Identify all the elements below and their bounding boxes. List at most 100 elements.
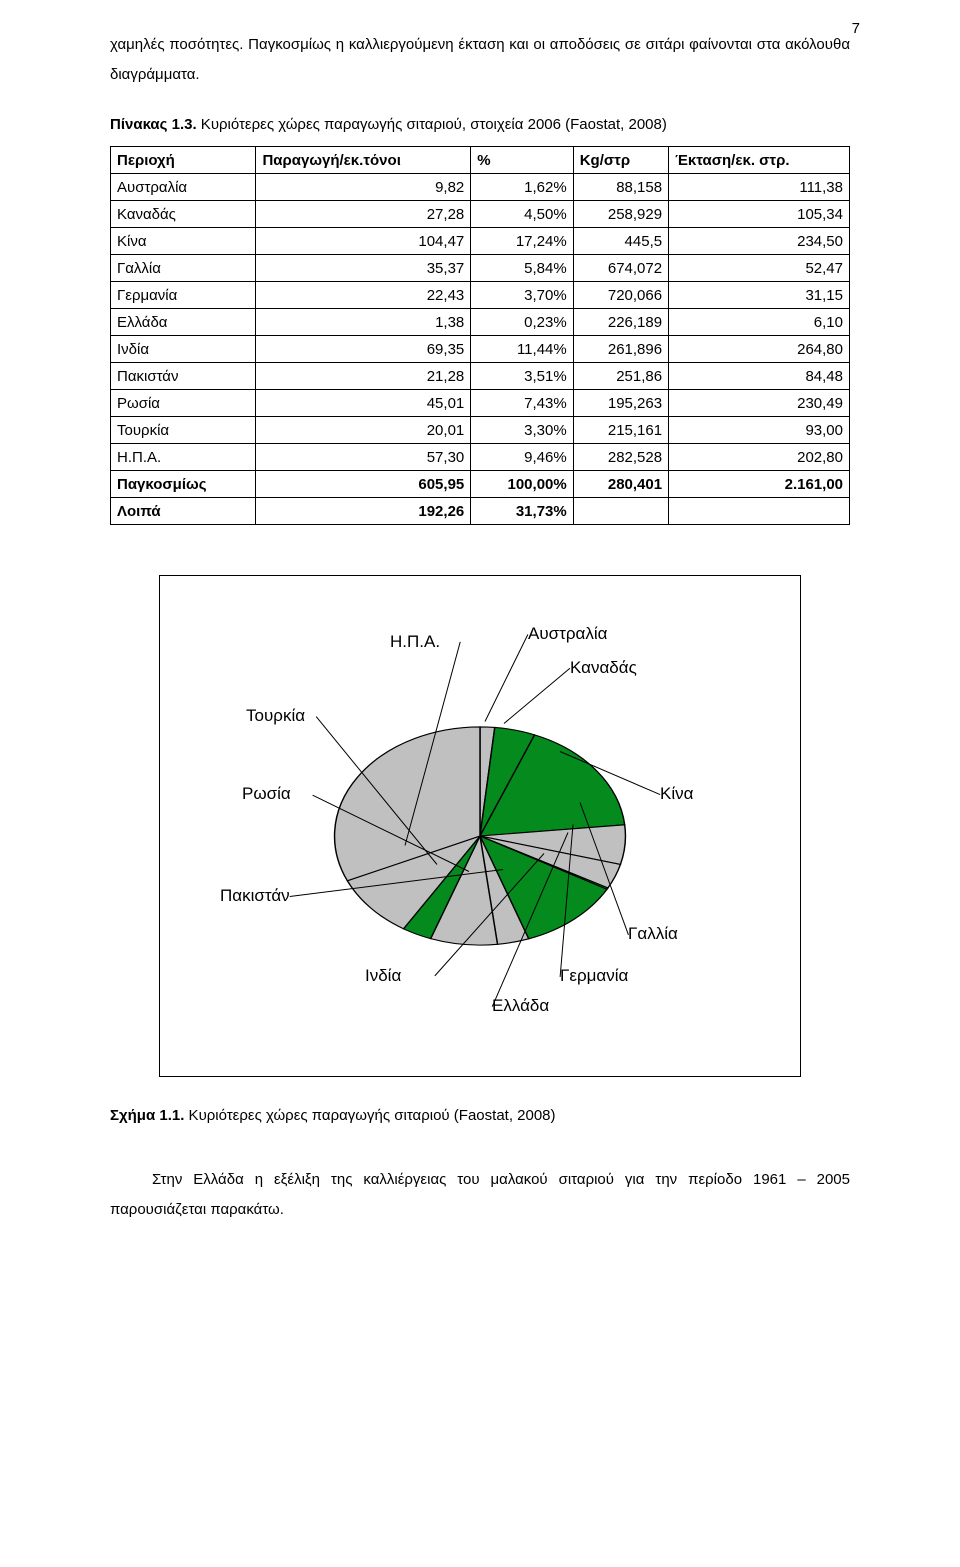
pie-label: Ελλάδα [492, 996, 549, 1016]
closing-paragraph: Στην Ελλάδα η εξέλιξη της καλλιέργειας τ… [110, 1165, 850, 1225]
table-row: Ρωσία45,017,43%195,263230,49 [111, 390, 850, 417]
table-cell: 3,51% [471, 363, 573, 390]
table-row: Λοιπά192,2631,73% [111, 498, 850, 525]
table-row: Πακιστάν21,283,51%251,8684,48 [111, 363, 850, 390]
table-cell: 234,50 [669, 228, 850, 255]
table-cell: 264,80 [669, 336, 850, 363]
table-row: Ινδία69,3511,44%261,896264,80 [111, 336, 850, 363]
table-row: Γαλλία35,375,84%674,07252,47 [111, 255, 850, 282]
col-4: Έκταση/εκ. στρ. [669, 147, 850, 174]
table-cell: Γαλλία [111, 255, 256, 282]
table-cell: 111,38 [669, 174, 850, 201]
table-cell: 674,072 [573, 255, 668, 282]
pie-label: Γαλλία [628, 924, 678, 944]
table-cell: 0,23% [471, 309, 573, 336]
figure-caption-rest: Κυριότερες χώρες παραγωγής σιταριού (Fao… [184, 1107, 555, 1124]
table-title: Πίνακας 1.3. Κυριότερες χώρες παραγωγής … [110, 110, 850, 140]
table-cell: 57,30 [256, 444, 471, 471]
table-cell: Πακιστάν [111, 363, 256, 390]
table-cell: 251,86 [573, 363, 668, 390]
col-0: Περιοχή [111, 147, 256, 174]
table-cell: 280,401 [573, 471, 668, 498]
table-cell: 88,158 [573, 174, 668, 201]
table-cell: 35,37 [256, 255, 471, 282]
table-cell: Ινδία [111, 336, 256, 363]
pie-label: Γερμανία [560, 966, 628, 986]
pie-label: Τουρκία [246, 706, 305, 726]
table-cell: Καναδάς [111, 201, 256, 228]
pie-chart-box: Η.Π.Α. Αυστραλία Καναδάς Τουρκία Ρωσία Κίνα Πα… [159, 575, 801, 1077]
table-header-row: Περιοχή Παραγωγή/εκ.τόνοι % Kg/στρ Έκτασ… [111, 147, 850, 174]
table-title-prefix: Πίνακας 1.3. [110, 116, 197, 133]
table-title-rest: Κυριότερες χώρες παραγωγής σιταριού, στο… [197, 116, 667, 133]
table-cell: 93,00 [669, 417, 850, 444]
table-cell: 1,62% [471, 174, 573, 201]
table-cell: 3,70% [471, 282, 573, 309]
page-number: 7 [852, 20, 860, 37]
table-cell: 84,48 [669, 363, 850, 390]
pie-label: Αυστραλία [528, 624, 607, 644]
table-row: Τουρκία20,013,30%215,16193,00 [111, 417, 850, 444]
table-cell: 192,26 [256, 498, 471, 525]
table-cell: Ρωσία [111, 390, 256, 417]
table-cell: Τουρκία [111, 417, 256, 444]
pie-label: Πακιστάν [220, 886, 290, 906]
table-cell: Γερμανία [111, 282, 256, 309]
col-3: Kg/στρ [573, 147, 668, 174]
pie-label: Ρωσία [242, 784, 291, 804]
table-cell: 11,44% [471, 336, 573, 363]
table-cell: 45,01 [256, 390, 471, 417]
table-cell [669, 498, 850, 525]
table-cell: 215,161 [573, 417, 668, 444]
table-cell: 31,15 [669, 282, 850, 309]
intro-paragraph: χαμηλές ποσότητες. Παγκοσμίως η καλλιεργ… [110, 30, 850, 90]
table-cell: 3,30% [471, 417, 573, 444]
table-cell: 69,35 [256, 336, 471, 363]
table-cell: 9,82 [256, 174, 471, 201]
table-cell: Αυστραλία [111, 174, 256, 201]
table-cell: 195,263 [573, 390, 668, 417]
pie-label: Η.Π.Α. [390, 632, 440, 652]
table-cell: 7,43% [471, 390, 573, 417]
table-cell: Λοιπά [111, 498, 256, 525]
table-cell: 20,01 [256, 417, 471, 444]
table-row: Γερμανία22,433,70%720,06631,15 [111, 282, 850, 309]
table-cell: Παγκοσμίως [111, 471, 256, 498]
table-cell: 261,896 [573, 336, 668, 363]
table-cell: 226,189 [573, 309, 668, 336]
pie-label: Καναδάς [570, 658, 637, 678]
table-cell: 720,066 [573, 282, 668, 309]
col-2: % [471, 147, 573, 174]
table-row: Ελλάδα1,380,23%226,1896,10 [111, 309, 850, 336]
table-cell: 31,73% [471, 498, 573, 525]
table-cell: 21,28 [256, 363, 471, 390]
pie-label: Ινδία [365, 966, 401, 986]
figure-caption: Σχήμα 1.1. Κυριότερες χώρες παραγωγής σι… [110, 1101, 850, 1131]
data-table: Περιοχή Παραγωγή/εκ.τόνοι % Kg/στρ Έκτασ… [110, 146, 850, 525]
table-cell: 2.161,00 [669, 471, 850, 498]
table-cell: 202,80 [669, 444, 850, 471]
table-cell: 100,00% [471, 471, 573, 498]
figure-caption-prefix: Σχήμα 1.1. [110, 1107, 184, 1124]
table-cell: 9,46% [471, 444, 573, 471]
table-row: Καναδάς27,284,50%258,929105,34 [111, 201, 850, 228]
pie-label: Κίνα [660, 784, 693, 804]
col-1: Παραγωγή/εκ.τόνοι [256, 147, 471, 174]
table-row: Κίνα104,4717,24%445,5234,50 [111, 228, 850, 255]
table-cell: 1,38 [256, 309, 471, 336]
table-cell: 22,43 [256, 282, 471, 309]
table-cell: Η.Π.Α. [111, 444, 256, 471]
table-row: Παγκοσμίως605,95100,00%280,4012.161,00 [111, 471, 850, 498]
table-cell: 4,50% [471, 201, 573, 228]
table-cell [573, 498, 668, 525]
table-cell: 445,5 [573, 228, 668, 255]
table-cell: Ελλάδα [111, 309, 256, 336]
table-cell: 258,929 [573, 201, 668, 228]
table-cell: 230,49 [669, 390, 850, 417]
table-cell: 605,95 [256, 471, 471, 498]
table-cell: Κίνα [111, 228, 256, 255]
table-row: Η.Π.Α.57,309,46%282,528202,80 [111, 444, 850, 471]
table-cell: 27,28 [256, 201, 471, 228]
table-cell: 6,10 [669, 309, 850, 336]
table-cell: 105,34 [669, 201, 850, 228]
